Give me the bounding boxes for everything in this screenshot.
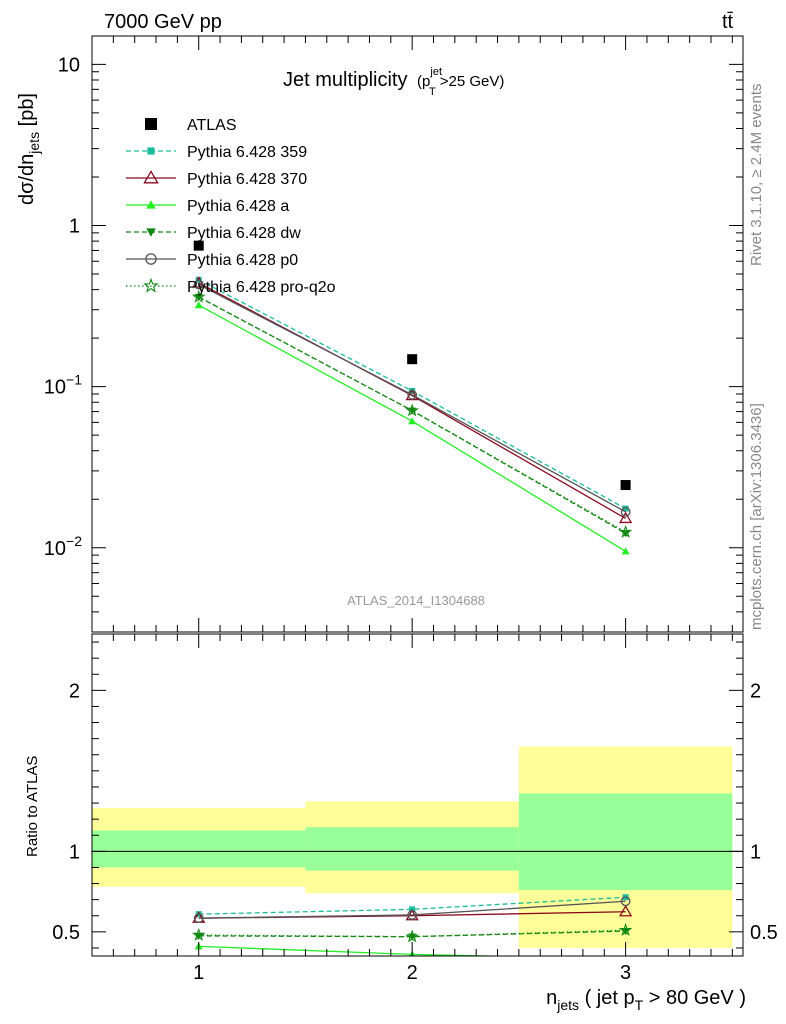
legend-label-1: Pythia 6.428 359 [187,144,307,161]
ratio-line-5 [198,929,626,938]
analysis-id-watermark: ATLAS_2014_I1304688 [347,593,485,608]
ratio-ytick-label-right-1: 1 [750,841,761,863]
main-point-series-0-0 [193,240,204,251]
ratio-y-axis-label: Ratio to ATLAS [24,756,41,857]
main-panel [191,240,633,555]
ratio-plot-frame [91,633,744,957]
legend-marker-6 [143,277,159,293]
ratio-band-stat-0 [92,830,306,868]
main-plot-frame [91,35,744,633]
main-point-series-2-2 [618,511,633,524]
main-line-series-4 [198,296,626,534]
ratio-ytick-label-left-1: 1 [69,841,80,863]
ratio-line-4 [198,900,626,919]
legend-marker-4 [146,228,156,237]
main-point-series-6-0 [191,289,206,303]
ratio-series-layer [191,894,633,956]
main-line-series-5 [198,283,626,513]
main-point-series-0-2 [620,480,631,491]
main-point-series-6-2 [618,524,633,538]
mcplots-reference-label: mcplots.cern.ch [arXiv:1306.3436] [748,403,765,630]
header-energy-label: 7000 GeV pp [104,11,222,33]
legend-marker-5 [145,253,157,265]
x-tick-label-0: 1 [193,962,204,984]
x-tick-label-1: 2 [407,962,418,984]
main-point-series-5-2 [620,506,631,517]
ratio-band-stat-1 [305,827,519,871]
legend-label-3: Pythia 6.428 a [187,198,289,215]
main-line-series-6 [198,296,626,533]
legend-marker-2 [143,170,159,184]
ratio-uncertainty-bands [92,746,733,948]
main-point-series-5-0 [193,279,204,290]
ratio-point-3-0 [194,932,203,940]
ratio-ytick-label-right-0: 0.5 [750,922,778,944]
ratio-point-4-1 [407,910,418,920]
rivet-version-label: Rivet 3.1.10, ≥ 2.4M events [748,84,765,267]
header-process-label: tt̄ [722,11,734,33]
main-point-series-2-0 [192,276,206,288]
main-line-series-2 [198,282,626,520]
ratio-point-4-0 [193,913,204,924]
ratio-panel [92,746,743,956]
ratio-band-stat-2 [518,793,733,890]
ratio-line-0 [198,896,626,915]
ratio-point-5-1 [405,929,419,943]
ratio-axis-ticks: 0.5 0.5 1 1 2 2 1 2 3 [52,634,778,984]
main-ytick-label-0: 10 [58,54,80,76]
x-axis-label: njets ( jet pT > 80 GeV ) [546,987,746,1013]
legend-marker-0 [145,118,157,130]
main-point-series-1-2 [622,505,629,512]
ratio-point-5-0 [191,927,206,941]
main-line-series-3 [198,304,626,552]
legend-label-2: Pythia 6.428 370 [187,171,307,188]
ratio-point-4-2 [620,896,631,907]
ratio-ytick-label-left-0: 0.5 [52,922,80,944]
legend-label-0: ATLAS [187,117,237,134]
legend-marker-1 [147,147,155,155]
main-ytick-label-1: 1 [69,215,80,237]
ratio-ytick-label-right-2: 2 [750,680,761,702]
legend-label-6: Pythia 6.428 pro-q2o [187,279,336,296]
main-point-series-3-2 [621,547,630,555]
legend-label-4: Pythia 6.428 dw [187,225,301,242]
main-point-series-0-1 [407,354,418,365]
legend-marker-3 [146,200,156,209]
main-y-axis-label: dσ/dnjets [pb] [16,93,42,205]
legend-label-5: Pythia 6.428 p0 [187,252,298,269]
main-ytick-label-3: 10−2 [44,533,82,560]
legend: ATLAS Pythia 6.428 359 Pythia 6.428 370 Pyt… [126,117,336,296]
main-point-series-3-1 [408,417,417,425]
chart-title: Jet multiplicity (pjet T>25 GeV) [283,66,504,98]
main-ytick-label-2: 10−1 [44,372,82,399]
main-axis-ticks: 10 1 10−1 10−2 [44,36,743,633]
main-point-series-6-1 [405,403,419,417]
main-point-series-5-1 [407,389,418,400]
ratio-point-5-2 [618,923,633,937]
x-tick-label-2: 3 [620,962,631,984]
ratio-ytick-label-left-2: 2 [69,680,80,702]
ratio-line-3 [198,930,626,938]
main-series-layer [191,240,633,555]
ratio-point-1-2 [618,904,633,917]
main-point-series-3-0 [194,301,203,309]
